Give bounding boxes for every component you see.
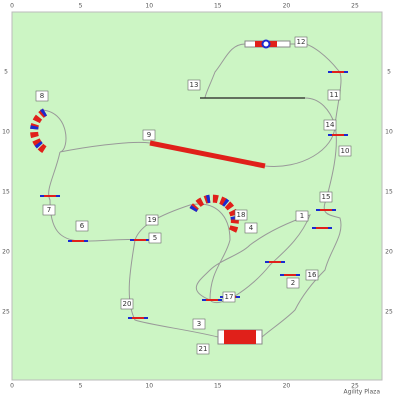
ruler-label: 25 (351, 383, 359, 390)
ruler-label: 20 (385, 249, 393, 256)
obstacle-box (323, 119, 337, 131)
dog-walk (149, 140, 266, 169)
obstacle-box (192, 318, 206, 330)
obstacle-box (338, 145, 352, 157)
obstacle-box (35, 90, 49, 102)
ruler-label: 10 (2, 129, 10, 136)
tire-ring (261, 39, 271, 49)
ruler-label: 20 (2, 249, 10, 256)
obstacle-number: 18 (237, 211, 246, 219)
obstacle-number: 20 (123, 300, 132, 308)
obstacle-number: 11 (330, 91, 339, 99)
ruler-label: 15 (2, 189, 10, 196)
obstacle-number: 1 (300, 212, 304, 220)
obstacle-box (327, 89, 341, 101)
obstacle-box (145, 214, 159, 226)
ruler-label: 25 (385, 309, 393, 316)
obstacle-number: 6 (80, 222, 85, 230)
ruler-label: 0 (10, 3, 14, 10)
obstacle-number: 3 (197, 320, 201, 328)
ruler-label: 5 (79, 383, 83, 390)
ruler-label: 15 (214, 383, 222, 390)
obstacle-number: 8 (40, 92, 44, 100)
ruler-label: 5 (4, 69, 8, 76)
ruler-label: 20 (283, 3, 291, 10)
obstacle-box (244, 222, 258, 234)
obstacle-number: 10 (341, 147, 350, 155)
ruler-label: 0 (10, 383, 14, 390)
obstacle-number: 7 (47, 206, 51, 214)
obstacle-number: 16 (308, 271, 317, 279)
obstacle-box (294, 36, 308, 48)
ruler-label: 25 (351, 3, 359, 10)
obstacle-box (305, 269, 319, 281)
obstacle-box (319, 191, 333, 203)
obstacle-box (75, 220, 89, 232)
obstacle-number: 4 (249, 224, 254, 232)
obstacle-number: 9 (147, 131, 151, 139)
obstacle-box (286, 277, 300, 289)
obstacle-number: 13 (190, 81, 199, 89)
obstacle-box (142, 129, 156, 141)
obstacle-box (222, 291, 236, 303)
obstacle-number: 12 (297, 38, 306, 46)
tunnel (30, 108, 48, 154)
obstacle-box (120, 298, 134, 310)
ruler-label: 25 (2, 309, 10, 316)
obstacle-box (42, 204, 56, 216)
chute (224, 330, 256, 344)
ruler-label: 5 (387, 69, 391, 76)
ruler-label: 15 (214, 3, 222, 10)
ruler-label: 5 (79, 3, 83, 10)
obstacle-box (196, 343, 210, 355)
obstacle-number: 5 (153, 234, 157, 242)
obstacle-box (187, 79, 201, 91)
obstacle-box (234, 209, 248, 221)
obstacle-number: 2 (291, 279, 295, 287)
footer: Agility Plaza (343, 389, 380, 396)
tunnel (189, 194, 239, 234)
ruler-label: 10 (145, 3, 153, 10)
obstacle-number: 14 (326, 121, 335, 129)
ruler-label: 15 (385, 189, 393, 196)
obstacle-number: 17 (225, 293, 234, 301)
obstacle-box (295, 210, 309, 222)
ruler-label: 10 (385, 129, 393, 136)
obstacle-number: 15 (322, 193, 331, 201)
ruler-label: 10 (145, 383, 153, 390)
obstacle-number: 19 (148, 216, 157, 224)
ruler-label: 20 (283, 383, 291, 390)
obstacle-box (148, 232, 162, 244)
obstacle-number: 21 (199, 345, 208, 353)
